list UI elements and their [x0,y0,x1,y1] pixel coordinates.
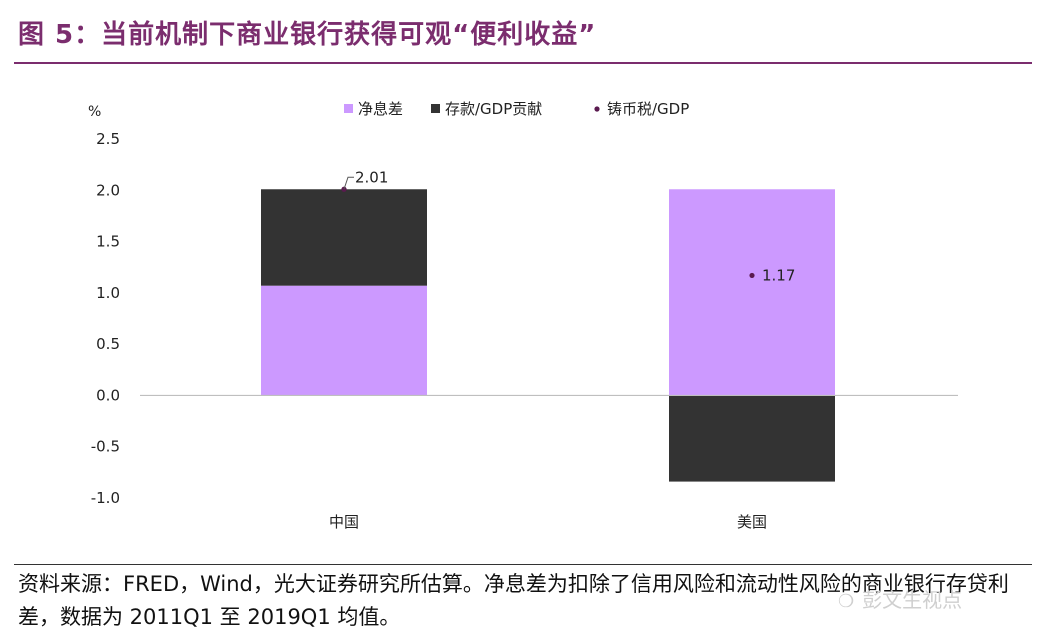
legend: 净息差 存款/GDP贡献 铸币税/GDP [344,100,689,118]
legend-swatch [344,104,353,113]
marker-data-label: 1.17 [762,266,795,284]
legend-label: 存款/GDP贡献 [445,100,542,118]
bar-segment [669,189,835,396]
stacked-bar-chart: % 2.5 2.0 1.5 1.0 0.5 0.0 -0.5 -1.0 净息差 存款/GDP贡献… [88,100,958,531]
legend-swatch [431,104,440,113]
bar-segment [261,285,427,396]
title-divider [14,62,1032,64]
x-axis: 中国 美国 [329,513,767,531]
marker-point [341,186,347,192]
y-tick-label: 2.5 [96,130,120,148]
y-tick-label: 1.5 [96,233,120,251]
markers: 2.01 1.17 [341,168,795,284]
marker-leader-line [343,176,354,190]
legend-label: 铸币税/GDP [607,100,689,118]
source-divider [14,564,1032,565]
x-tick-label: 美国 [737,513,767,531]
figure-title: 图 5：当前机制下商业银行获得可观“便利收益” [18,20,597,50]
marker-point [749,272,755,279]
y-tick-label: -0.5 [91,438,120,456]
source-note: 资料来源：FRED，Wind，光大证券研究所估算。净息差为扣除了信用风险和流动性… [18,572,1009,629]
bars [261,189,835,482]
bar-segment [261,189,427,286]
y-tick-label: 2.0 [96,181,120,199]
watermark-text: 彭文生视点 [862,588,963,612]
y-tick-label: 1.0 [96,284,120,302]
y-axis-unit-label: % [88,104,101,120]
marker-data-label: 2.01 [355,168,388,186]
legend-marker [594,106,600,112]
bar-segment [669,395,835,482]
y-tick-label: 0.5 [96,335,120,353]
legend-label: 净息差 [358,100,403,118]
watermark: ❍ 彭文生视点 [838,584,962,613]
x-tick-label: 中国 [329,513,359,531]
y-tick-label: 0.0 [96,386,120,404]
y-tick-label: -1.0 [91,489,120,507]
y-axis: % 2.5 2.0 1.5 1.0 0.5 0.0 -0.5 -1.0 [88,104,120,507]
chat-bubble-icon: ❍ [838,591,855,612]
